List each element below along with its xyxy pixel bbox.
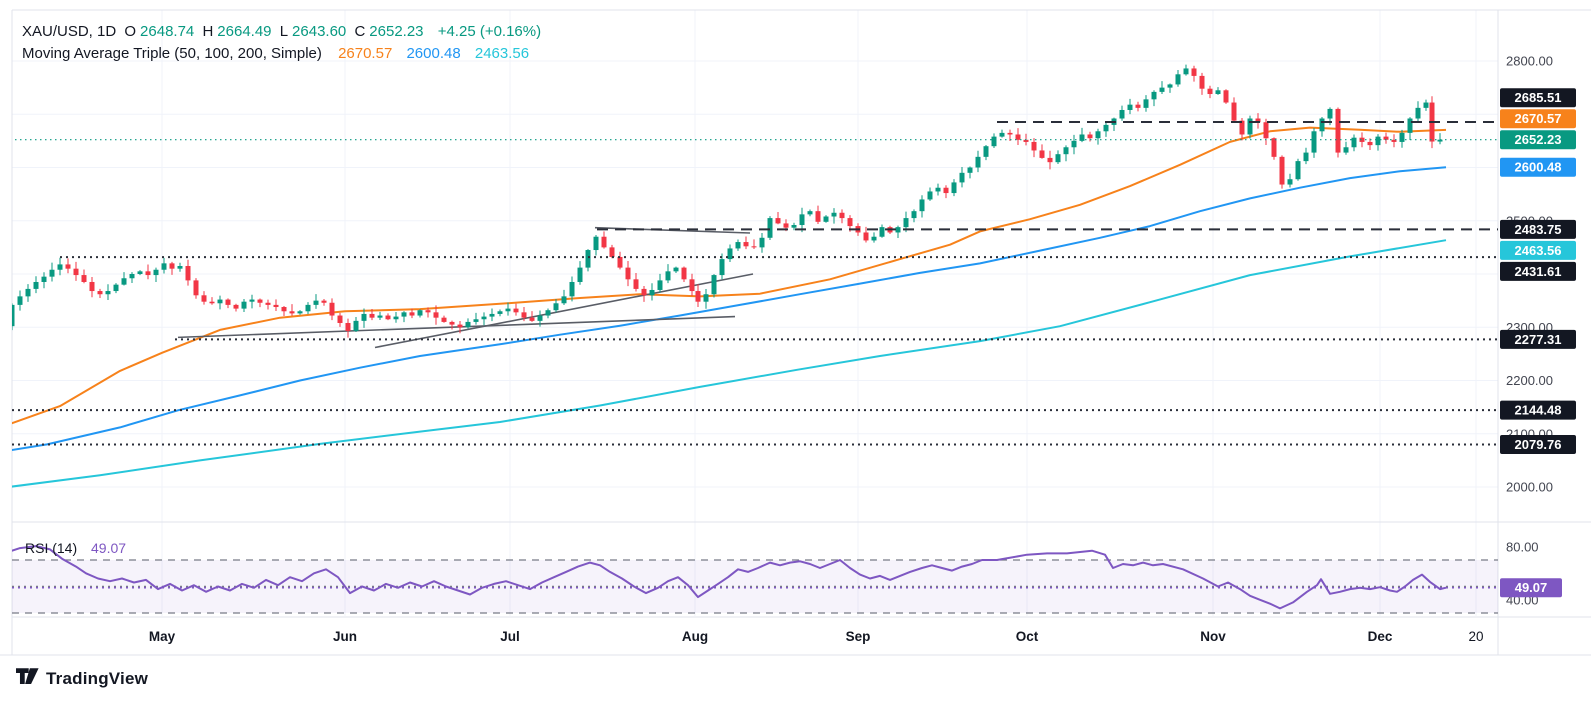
price-badge: 2652.23 bbox=[1500, 130, 1576, 150]
trendlines[interactable] bbox=[177, 226, 754, 349]
svg-text:2670.57: 2670.57 bbox=[1515, 111, 1562, 126]
price-axis-label: 2800.00 bbox=[1506, 54, 1553, 69]
price-axis-label: 2200.00 bbox=[1506, 373, 1553, 388]
svg-text:2600.48: 2600.48 bbox=[1515, 160, 1562, 175]
close-value: 2652.23 bbox=[369, 23, 424, 40]
time-axis-label: Dec bbox=[1368, 629, 1393, 644]
price-axis-label: 2000.00 bbox=[1506, 480, 1553, 495]
price-axis[interactable]: 2800.002500.002300.002200.002100.002000.… bbox=[1500, 54, 1576, 495]
ma-line-200 bbox=[12, 239, 1447, 488]
time-axis-label: Jul bbox=[500, 629, 520, 644]
svg-text:2685.51: 2685.51 bbox=[1515, 90, 1562, 105]
low-letter: L bbox=[279, 23, 289, 40]
candles-layer bbox=[12, 64, 1443, 338]
rsi-indicator-legend[interactable]: RSI (14) 49.07 bbox=[25, 540, 126, 556]
time-axis-label: May bbox=[149, 629, 176, 644]
time-axis-label: Jun bbox=[333, 629, 357, 644]
price-badge: 2685.51 bbox=[1500, 88, 1576, 108]
ma-indicator-legend[interactable]: Moving Average Triple (50, 100, 200, Sim… bbox=[22, 45, 533, 62]
svg-text:49.07: 49.07 bbox=[1515, 580, 1548, 595]
price-badge: 2600.48 bbox=[1500, 157, 1576, 177]
rsi-line bbox=[12, 545, 1447, 610]
ma-line-100 bbox=[12, 166, 1447, 451]
svg-text:2144.48: 2144.48 bbox=[1515, 403, 1562, 418]
grid-layer bbox=[12, 10, 1498, 616]
time-axis-label: Nov bbox=[1200, 629, 1226, 644]
svg-text:2463.56: 2463.56 bbox=[1515, 243, 1562, 258]
time-axis[interactable]: May Jun Jul Aug Sep Oct Nov Dec 20 bbox=[149, 629, 1484, 644]
tradingview-logo[interactable]: TradingView bbox=[16, 668, 148, 689]
svg-text:2431.61: 2431.61 bbox=[1515, 264, 1562, 279]
rsi-label[interactable]: RSI (14) bbox=[25, 540, 78, 556]
low-value: 2643.60 bbox=[292, 23, 347, 40]
tradingview-logo-text: TradingView bbox=[46, 668, 149, 688]
time-axis-label: Oct bbox=[1016, 629, 1039, 644]
price-badge: 2670.57 bbox=[1500, 109, 1576, 129]
price-badge: 2463.56 bbox=[1500, 240, 1576, 260]
ma200-value: 2463.56 bbox=[474, 45, 530, 62]
ma-indicator-label[interactable]: Moving Average Triple (50, 100, 200, Sim… bbox=[22, 45, 322, 62]
moving-average-lines bbox=[12, 126, 1447, 488]
change-value: +4.25 (+0.16%) bbox=[437, 23, 542, 40]
time-axis-label: Sep bbox=[846, 629, 871, 644]
time-axis-label: Aug bbox=[682, 629, 708, 644]
close-letter: C bbox=[354, 23, 366, 40]
pane-frame bbox=[0, 9, 1591, 656]
rsi-axis-label: 80.00 bbox=[1506, 539, 1539, 554]
tradingview-logo-icon bbox=[16, 668, 39, 685]
price-badge: 2144.48 bbox=[1500, 400, 1576, 420]
ma50-value: 2670.57 bbox=[338, 45, 393, 62]
ohlc-legend[interactable]: XAU/USD, 1D O 2648.74 H 2664.49 L 2643.60 C… bbox=[22, 23, 545, 40]
price-badge: 2079.76 bbox=[1500, 435, 1576, 455]
symbol-interval-label[interactable]: XAU/USD, 1D bbox=[22, 23, 117, 40]
svg-text:2277.31: 2277.31 bbox=[1515, 332, 1562, 347]
level-lines[interactable] bbox=[0, 120, 1498, 446]
svg-text:2079.76: 2079.76 bbox=[1515, 437, 1562, 452]
price-badge: 2277.31 bbox=[1500, 329, 1576, 349]
ma100-value: 2600.48 bbox=[406, 45, 461, 62]
high-value: 2664.49 bbox=[217, 23, 272, 40]
rsi-pane[interactable] bbox=[8, 545, 1498, 614]
open-value: 2648.74 bbox=[140, 23, 195, 40]
rsi-badge: 49.07 bbox=[1500, 578, 1562, 598]
price-badge: 2483.75 bbox=[1500, 219, 1576, 239]
svg-text:2652.23: 2652.23 bbox=[1515, 132, 1562, 147]
rsi-value: 49.07 bbox=[91, 540, 127, 556]
open-letter: O bbox=[124, 23, 137, 40]
high-letter: H bbox=[202, 23, 214, 40]
svg-text:2483.75: 2483.75 bbox=[1515, 222, 1562, 237]
ma-line-50 bbox=[12, 126, 1447, 425]
time-axis-label: 20 bbox=[1468, 629, 1483, 644]
price-badge: 2431.61 bbox=[1500, 261, 1576, 281]
